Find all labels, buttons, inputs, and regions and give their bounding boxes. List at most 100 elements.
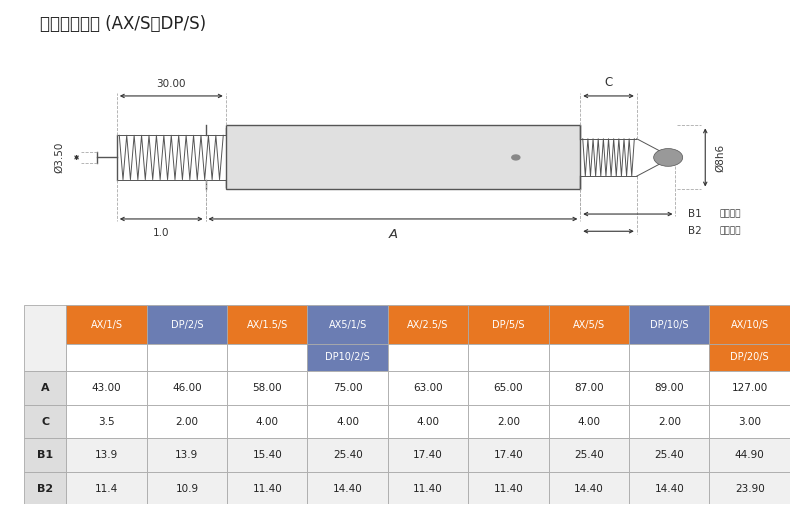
- Bar: [147, 371, 227, 405]
- Text: 完全收回: 完全收回: [720, 227, 742, 236]
- Bar: [468, 371, 549, 405]
- Text: 4.00: 4.00: [256, 416, 279, 427]
- Bar: [388, 371, 468, 405]
- Bar: [227, 371, 308, 405]
- Text: AX/2.5/S: AX/2.5/S: [407, 320, 449, 329]
- Text: 13.9: 13.9: [175, 450, 198, 461]
- Text: 75.00: 75.00: [333, 383, 363, 392]
- Bar: [147, 305, 227, 344]
- Text: B1: B1: [37, 450, 53, 461]
- Text: DP/20/S: DP/20/S: [730, 352, 769, 362]
- Text: 11.4: 11.4: [95, 485, 118, 494]
- Bar: [308, 305, 388, 344]
- Bar: [147, 344, 227, 371]
- Bar: [147, 405, 227, 438]
- Bar: [24, 305, 66, 371]
- Bar: [66, 305, 147, 344]
- Bar: [308, 438, 388, 472]
- Text: A: A: [41, 383, 49, 392]
- Text: 25.40: 25.40: [574, 450, 604, 461]
- Text: 25.40: 25.40: [333, 450, 363, 461]
- Text: 4.00: 4.00: [577, 416, 600, 427]
- Bar: [709, 438, 790, 472]
- Text: 89.00: 89.00: [654, 383, 684, 392]
- Text: 65.00: 65.00: [493, 383, 523, 392]
- Text: 11.40: 11.40: [493, 485, 523, 494]
- Bar: [308, 472, 388, 506]
- Bar: [24, 371, 66, 405]
- Text: B2: B2: [688, 227, 701, 236]
- Text: 127.00: 127.00: [732, 383, 768, 392]
- Text: 63.00: 63.00: [413, 383, 443, 392]
- Bar: [629, 305, 709, 344]
- Text: DP/2/S: DP/2/S: [171, 320, 203, 329]
- Bar: [66, 405, 147, 438]
- Bar: [709, 305, 790, 344]
- Bar: [66, 371, 147, 405]
- Bar: [66, 438, 147, 472]
- Text: 3.5: 3.5: [98, 416, 114, 427]
- Text: DP/10/S: DP/10/S: [650, 320, 688, 329]
- Bar: [388, 344, 468, 371]
- Bar: [468, 344, 549, 371]
- Text: 17.40: 17.40: [413, 450, 443, 461]
- Bar: [227, 344, 308, 371]
- Bar: [388, 472, 468, 506]
- Text: 58.00: 58.00: [252, 383, 282, 392]
- Text: DP/5/S: DP/5/S: [492, 320, 525, 329]
- Bar: [468, 405, 549, 438]
- Text: 13.9: 13.9: [95, 450, 118, 461]
- Text: 1.0: 1.0: [153, 228, 169, 238]
- Text: 2.00: 2.00: [658, 416, 681, 427]
- Bar: [468, 305, 549, 344]
- Text: 46.00: 46.00: [172, 383, 202, 392]
- Text: 完全伸展: 完全伸展: [720, 210, 742, 218]
- Text: A: A: [388, 228, 397, 241]
- Bar: [227, 305, 308, 344]
- Bar: [227, 472, 308, 506]
- Text: 4.00: 4.00: [417, 416, 439, 427]
- Bar: [388, 305, 468, 344]
- Text: C: C: [41, 416, 49, 427]
- Bar: [549, 405, 629, 438]
- Text: 44.90: 44.90: [735, 450, 765, 461]
- Text: 3.00: 3.00: [738, 416, 761, 427]
- Bar: [549, 438, 629, 472]
- Text: AX/10/S: AX/10/S: [730, 320, 769, 329]
- Text: B1: B1: [688, 209, 701, 219]
- Text: Ø3.50: Ø3.50: [55, 142, 64, 173]
- Text: 14.40: 14.40: [654, 485, 684, 494]
- Text: 11.40: 11.40: [252, 485, 282, 494]
- Text: 4.00: 4.00: [336, 416, 359, 427]
- Bar: [629, 472, 709, 506]
- Text: AX/5/S: AX/5/S: [573, 320, 605, 329]
- Text: 43.00: 43.00: [92, 383, 122, 392]
- Bar: [709, 472, 790, 506]
- Bar: [66, 472, 147, 506]
- Text: AX5/1/S: AX5/1/S: [329, 320, 367, 329]
- Text: 23.90: 23.90: [735, 485, 765, 494]
- Text: 17.40: 17.40: [493, 450, 523, 461]
- Bar: [629, 371, 709, 405]
- Bar: [629, 438, 709, 472]
- Text: 25.40: 25.40: [654, 450, 684, 461]
- Bar: [227, 438, 308, 472]
- Circle shape: [512, 155, 520, 160]
- Bar: [226, 125, 580, 189]
- Text: 10.9: 10.9: [176, 485, 198, 494]
- Text: Ø8h6: Ø8h6: [715, 144, 725, 172]
- Text: 15.40: 15.40: [252, 450, 282, 461]
- Bar: [147, 472, 227, 506]
- Bar: [388, 438, 468, 472]
- Text: 14.40: 14.40: [574, 485, 604, 494]
- Text: AX/1/S: AX/1/S: [90, 320, 123, 329]
- Text: B2: B2: [37, 485, 53, 494]
- Bar: [549, 344, 629, 371]
- Bar: [709, 371, 790, 405]
- Bar: [629, 344, 709, 371]
- Bar: [24, 472, 66, 506]
- Bar: [147, 438, 227, 472]
- Text: AX/1.5/S: AX/1.5/S: [247, 320, 288, 329]
- Text: 30.00: 30.00: [156, 78, 186, 89]
- Bar: [66, 344, 147, 371]
